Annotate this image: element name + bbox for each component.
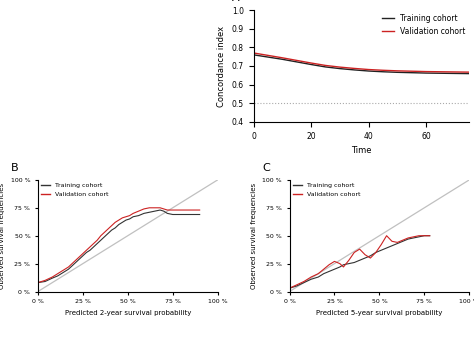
Text: C: C xyxy=(263,163,270,173)
X-axis label: Predicted 5-year survival probability: Predicted 5-year survival probability xyxy=(316,310,443,316)
Y-axis label: Observed survival frequencies: Observed survival frequencies xyxy=(0,183,5,289)
Y-axis label: Observed survival frequencies: Observed survival frequencies xyxy=(251,183,257,289)
Y-axis label: Concordance index: Concordance index xyxy=(217,25,226,106)
X-axis label: Predicted 2-year survival probability: Predicted 2-year survival probability xyxy=(64,310,191,316)
Legend: Training cohort, Validation cohort: Training cohort, Validation cohort xyxy=(41,183,109,197)
Text: A: A xyxy=(232,0,240,3)
Text: B: B xyxy=(11,163,18,173)
Legend: Training cohort, Validation cohort: Training cohort, Validation cohort xyxy=(292,183,361,197)
Legend: Training cohort, Validation cohort: Training cohort, Validation cohort xyxy=(383,14,465,36)
X-axis label: Time: Time xyxy=(351,146,372,155)
